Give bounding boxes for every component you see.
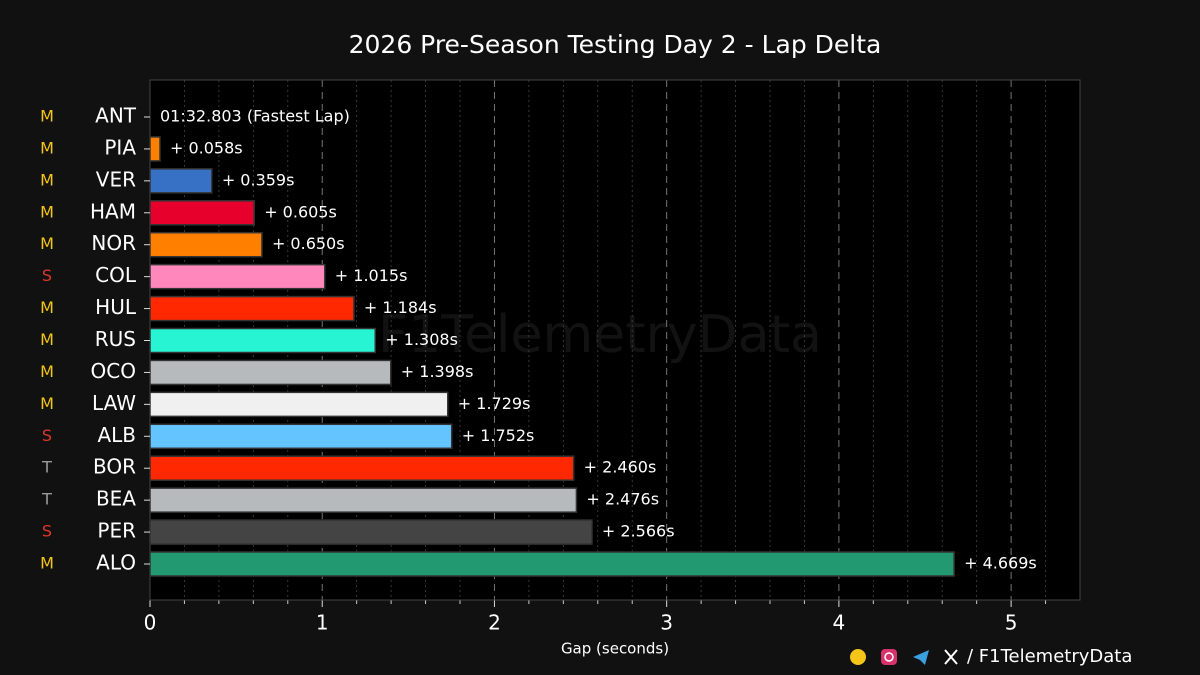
y-tick-label: COL (95, 263, 137, 287)
bar (149, 391, 449, 418)
bar (149, 455, 575, 481)
compound-label: M (40, 298, 54, 317)
footer-text: / F1TelemetryData (967, 646, 1132, 667)
x-tick-label: 2 (488, 611, 501, 635)
value-label: + 1.729s (458, 394, 531, 413)
bar (149, 487, 578, 513)
y-tick-label: ALO (96, 551, 136, 575)
x-tick-label: 4 (833, 611, 846, 635)
value-label: + 0.605s (264, 202, 337, 221)
y-tick-label: VER (96, 167, 136, 191)
bar (149, 551, 955, 577)
value-label: + 1.015s (335, 266, 408, 285)
bar (149, 231, 263, 258)
y-tick-label: HUL (95, 295, 137, 319)
y-tick-label: BEA (96, 487, 136, 511)
compound-label: M (40, 202, 54, 221)
x-tick-label: 5 (1005, 611, 1018, 635)
compound-label: M (40, 394, 54, 413)
compound-label: M (40, 107, 54, 126)
y-tick-label: OCO (91, 359, 136, 383)
value-label: + 2.566s (602, 522, 675, 541)
value-label: + 4.669s (964, 554, 1037, 573)
compound-label: T (41, 490, 52, 509)
y-tick-label: ANT (95, 104, 137, 128)
watermark: F1TelemetryData (378, 305, 822, 365)
value-label: + 2.460s (584, 458, 657, 477)
value-label: + 1.308s (385, 330, 458, 349)
value-label: + 1.184s (364, 298, 437, 317)
value-label: + 0.650s (272, 234, 345, 253)
value-label: + 1.398s (401, 362, 474, 381)
compound-label: M (40, 170, 54, 189)
chart-title: 2026 Pre-Season Testing Day 2 - Lap Delt… (349, 30, 882, 59)
y-tick-label: BOR (93, 455, 136, 479)
y-tick-label: HAM (90, 199, 136, 223)
footer-icons (850, 649, 958, 665)
compound-label: M (40, 234, 54, 253)
y-tick-label: RUS (95, 327, 136, 351)
compound-label: S (42, 426, 52, 445)
y-tick-label: ALB (97, 423, 136, 447)
compound-label: M (40, 330, 54, 349)
bar (149, 327, 377, 354)
value-label: + 2.476s (586, 490, 659, 509)
y-tick-label: NOR (91, 231, 136, 255)
value-label: + 0.359s (222, 170, 295, 189)
bar (149, 263, 326, 290)
value-label: 01:32.803 (Fastest Lap) (160, 107, 350, 126)
compound-label: M (40, 138, 54, 157)
bar (149, 200, 255, 226)
value-label: + 1.752s (462, 426, 535, 445)
bar (149, 136, 161, 162)
x-tick-label: 1 (316, 611, 329, 635)
y-tick-label: LAW (92, 391, 136, 415)
compound-label: M (40, 554, 54, 573)
x-tick-label: 3 (660, 611, 673, 635)
y-tick-label: PER (97, 519, 136, 543)
compound-label: M (40, 362, 54, 381)
bar (149, 519, 593, 545)
bar (149, 295, 355, 322)
y-tick-label: PIA (104, 135, 136, 159)
compound-label: S (42, 266, 52, 285)
compound-label: T (41, 458, 52, 477)
bar (149, 359, 392, 386)
compound-label: S (42, 522, 52, 541)
bar (149, 168, 213, 194)
x-tick-label: 0 (144, 611, 157, 635)
bar (149, 423, 453, 450)
x-axis-label: Gap (seconds) (561, 640, 669, 658)
value-label: + 0.058s (170, 138, 243, 157)
